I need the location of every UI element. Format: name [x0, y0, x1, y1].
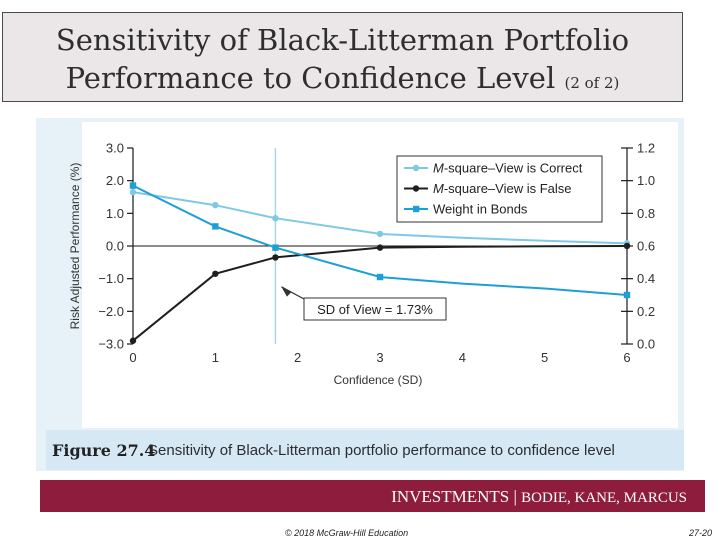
line-chart: −3.0 −2.0 −1.0 0.0 1.0 2.0 3.0 0.0 0.2 0.4 0.6 0.8…	[68, 141, 655, 388]
series-marker-3	[623, 291, 631, 299]
series-marker-2	[212, 270, 219, 277]
banner-authors: BODIE, KANE, MARCUS	[521, 490, 687, 506]
slide-title-box: Sensitivity of Black-Litterman Portfolio…	[2, 12, 683, 102]
x-tick-label: 3	[376, 350, 383, 365]
figure-panel: −3.0 −2.0 −1.0 0.0 1.0 2.0 3.0 0.0 0.2 0.4 0.6 0.8…	[36, 118, 684, 471]
legend-swatch-marker	[413, 205, 420, 213]
series-marker-1	[272, 215, 279, 222]
y2-tick-label: 0.0	[637, 337, 655, 352]
left-axis-ticks: −3.0 −2.0 −1.0 0.0 1.0 2.0 3.0	[98, 141, 133, 352]
x-tick-label: 2	[294, 350, 301, 365]
series-marker-2	[376, 244, 384, 251]
annotation-arrowhead	[281, 286, 292, 297]
x-tick-label: 6	[623, 350, 630, 365]
x-tick-label: 0	[129, 350, 136, 365]
annotation-text: SD of View = 1.73%	[317, 302, 433, 317]
x-tick-label: 5	[541, 350, 548, 365]
right-axis-ticks: 0.0 0.2 0.4 0.6 0.8 1.0 1.2	[621, 141, 655, 352]
series-marker-2	[272, 254, 279, 261]
y2-tick-label: 1.0	[637, 173, 655, 188]
series-marker-1	[129, 188, 137, 196]
y-tick-label: −3.0	[98, 337, 124, 352]
annotation-box	[303, 297, 447, 321]
legend-label-italic: M	[433, 181, 444, 196]
legend-label-rest: -square–View is False	[444, 181, 572, 196]
banner-title: INVESTMENTS |	[391, 487, 522, 506]
series-marker-3	[212, 223, 219, 230]
annotation-arrow	[281, 286, 305, 300]
y-tick-label: 1.0	[106, 206, 124, 221]
slide-title-line-2: Performance to Confidence Level (2 of 2)	[3, 59, 682, 102]
slide-title-main: Performance to Confidence Level	[65, 61, 556, 95]
series-marker-1	[212, 201, 219, 209]
y2-tick-label: 0.2	[637, 304, 655, 319]
y2-tick-label: 1.2	[637, 141, 655, 156]
slide-title-line-1: Sensitivity of Black-Litterman Portfolio	[55, 23, 630, 57]
legend-label: M-square–View is False	[433, 181, 572, 196]
y-tick-label: 2.0	[106, 173, 124, 188]
series-marker-2	[623, 242, 631, 250]
legend-box	[396, 155, 603, 223]
legend-label-italic: M	[433, 161, 444, 176]
y2-tick-label: 0.6	[637, 239, 655, 254]
legend-label: M-square–View is Correct	[433, 161, 583, 176]
x-axis-label: Confidence (SD)	[334, 373, 423, 387]
page-number: 27-20	[688, 528, 712, 538]
y-tick-label: −2.0	[98, 304, 124, 319]
copyright-notice: © 2018 McGraw-Hill Education	[285, 528, 409, 538]
y-axis-label: Risk Adjusted Performance (%)	[68, 163, 82, 330]
annotation: SD of View = 1.73%	[281, 286, 447, 321]
series-line-2	[132, 245, 628, 342]
legend-label-rest: -square–View is Correct	[444, 161, 583, 176]
legend-swatch-marker	[412, 185, 420, 192]
y-tick-label: 0.0	[106, 239, 124, 254]
footer-banner-text: INVESTMENTS | BODIE, KANE, MARCUS	[391, 487, 687, 507]
caption-strip	[46, 430, 684, 470]
x-axis-ticks: 0 1 2 3 4 5 6	[129, 350, 630, 365]
x-tick-label: 4	[459, 350, 466, 365]
legend-label: Weight in Bonds	[433, 202, 528, 217]
series-marker-3	[376, 273, 384, 281]
footer-banner: INVESTMENTS | BODIE, KANE, MARCUS	[40, 480, 705, 512]
figure-caption: Sensitivity of Black-Litterman portfolio…	[148, 442, 615, 459]
series-marker-1	[376, 230, 384, 238]
y-tick-label: 3.0	[106, 141, 124, 156]
legend-swatch-marker	[412, 164, 420, 172]
slide-title-suffix: (2 of 2)	[564, 74, 620, 92]
series-group	[129, 182, 631, 344]
y2-tick-label: 0.8	[637, 206, 655, 221]
series-marker-3	[272, 244, 279, 251]
x-tick-label: 1	[212, 350, 219, 365]
figure-label: Figure 27.4	[52, 441, 156, 460]
series-marker-3	[129, 182, 137, 189]
y-tick-label: −1.0	[98, 271, 124, 286]
y2-tick-label: 0.4	[637, 271, 655, 286]
series-marker-2	[129, 337, 137, 344]
